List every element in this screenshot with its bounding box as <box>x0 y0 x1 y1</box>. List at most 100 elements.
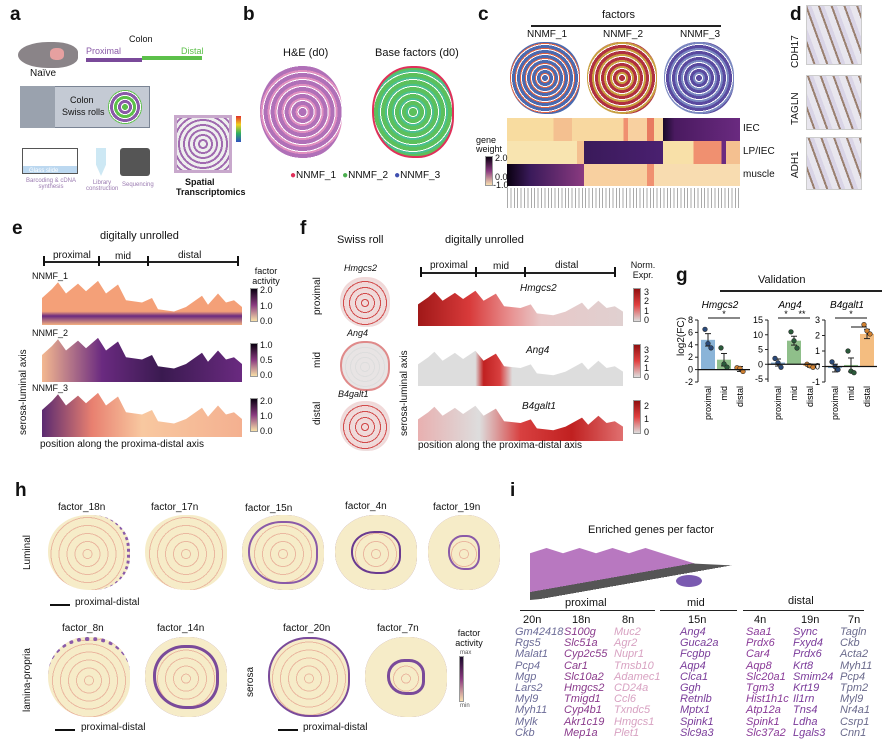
cbar-tick: 1 <box>644 363 650 373</box>
data-point <box>778 364 784 370</box>
gene-name: Spink1 <box>680 715 714 728</box>
gene-name: Hmgcs2 <box>564 682 605 695</box>
gene-name: Adamec1 <box>614 670 661 683</box>
data-point <box>721 361 727 367</box>
factor-title: factor_14n <box>157 623 205 634</box>
y-tick-label: -1 <box>812 377 820 387</box>
factors-line <box>531 25 721 27</box>
group-label: proximal <box>565 597 607 609</box>
f-row-label: proximal <box>312 277 323 315</box>
gene-list: Saa1 Prdx6 Car4 Aqp8 Slc20a1 Tgm3 Hist1h1c Atp1… <box>746 626 789 739</box>
gene-name: Myl9 <box>515 693 539 706</box>
f-row-label: distal <box>312 401 323 425</box>
gene-name: Akr1c19 <box>564 715 605 728</box>
gene-name: Slc10a2 <box>564 670 604 683</box>
factor-column-header: 4n <box>754 614 767 626</box>
axis-label: proximal-distal <box>303 722 368 733</box>
h-row-label: Luminal <box>22 534 33 570</box>
base-factors-legend: ●NNMF_1 ●NNMF_2 ●NNMF_3 <box>290 170 440 181</box>
factor-18n-map <box>48 515 130 590</box>
gene-name: Saa1 <box>746 626 772 638</box>
gene-name: Tagln <box>840 626 867 638</box>
factor-activity-colorbar <box>250 288 258 322</box>
gene-name: Ckb <box>515 726 535 739</box>
gene-name: Agr2 <box>614 637 638 650</box>
y-tick-label: -5 <box>755 374 763 384</box>
cbar-tick: 3 <box>644 345 650 355</box>
spatial-label-1: Spatial <box>185 177 215 187</box>
factor-title: factor_17n <box>151 502 199 513</box>
panel-label-d: d <box>790 4 802 25</box>
gene-name: Krt19 <box>793 682 820 695</box>
gene-name: Cnn1 <box>840 726 867 739</box>
data-point <box>851 370 857 376</box>
gene-name: Il1rn <box>793 693 815 706</box>
gene-name: Prdx6 <box>746 637 775 650</box>
data-point <box>702 326 708 332</box>
cbar-tick: 0.0 <box>495 172 508 182</box>
data-point <box>718 345 724 351</box>
factor-7n-map <box>365 637 447 717</box>
gene-title: B4galt1 <box>830 300 864 311</box>
f-unrolled-gene: B4galt1 <box>522 401 556 412</box>
cbar-tick: 2 <box>644 401 650 411</box>
gene-weight-colorbar <box>485 156 493 186</box>
cbar-tick: 2.0 <box>260 396 273 406</box>
data-point <box>864 328 870 334</box>
nnmf1-unrolled <box>42 280 242 325</box>
gene-name: Tpm2 <box>840 682 869 695</box>
bar-panel-b4galt1: B4galt1 3 2 1 0 -1 proximal mid distal * <box>812 300 877 420</box>
x-tick-label: proximal <box>773 386 783 420</box>
bracket-tick <box>237 256 239 266</box>
colon-label: Colon <box>129 34 153 44</box>
group-line <box>520 610 655 611</box>
data-point <box>835 366 841 373</box>
factor-title: factor_15n <box>245 503 293 514</box>
factor-19n-map <box>428 515 500 590</box>
gene-name: Krt8 <box>793 659 814 672</box>
distal-label: Distal <box>181 46 204 56</box>
region-label: distal <box>178 250 202 261</box>
panel-label-e: e <box>12 218 23 239</box>
gene-name: Aqp4 <box>680 659 706 672</box>
slide-label-area <box>20 86 55 128</box>
gene-name: Txndc5 <box>614 704 651 717</box>
nnmf3-image <box>664 42 734 114</box>
cbar-tick: 3 <box>644 287 650 297</box>
gene-name: Ang4 <box>680 626 706 638</box>
cbar-tick: 0 <box>644 315 650 325</box>
adh1-ihc-image <box>806 137 862 190</box>
x-tick-label: proximal <box>703 386 713 420</box>
gene-name: Tmsb10 <box>614 659 654 672</box>
f-unrolled-gene: Hmgcs2 <box>520 283 557 294</box>
gene-name: Csrp1 <box>840 715 870 728</box>
gene-name: Slc37a2 <box>746 726 786 739</box>
arrow-icon <box>55 729 75 731</box>
bracket-tick <box>420 267 422 277</box>
factor-column-header: 8n <box>622 614 635 626</box>
factor-activity-colorbar <box>250 398 258 432</box>
bracket-tick <box>475 267 477 277</box>
data-point <box>708 345 714 351</box>
f-gene-label: B4galt1 <box>338 389 369 399</box>
panel-label-f: f <box>300 218 307 239</box>
cbar-tick: 1.0 <box>260 340 273 350</box>
tube-icon <box>96 148 106 176</box>
data-point <box>772 355 778 361</box>
he-image <box>260 66 342 158</box>
factor-title: factor_18n <box>58 502 106 513</box>
cbar-tick: 1.0 <box>260 301 273 311</box>
cbar-tick: 0.0 <box>260 426 273 436</box>
norm-expr-colorbar <box>633 400 641 434</box>
factor-14n-map <box>145 637 227 717</box>
region-label: mid <box>493 261 510 272</box>
y-tick-label: 15 <box>753 315 763 325</box>
y-tick-label: 6 <box>688 327 693 337</box>
y-tick-label: 4 <box>688 340 693 350</box>
validation-line <box>720 290 882 292</box>
gene-name: Guca2a <box>680 637 719 650</box>
gene-name: Cyp4b1 <box>564 704 602 717</box>
b4galt1-roll <box>340 401 390 451</box>
factor-8n-map <box>48 637 130 717</box>
gene-name: Myh11 <box>840 659 873 672</box>
